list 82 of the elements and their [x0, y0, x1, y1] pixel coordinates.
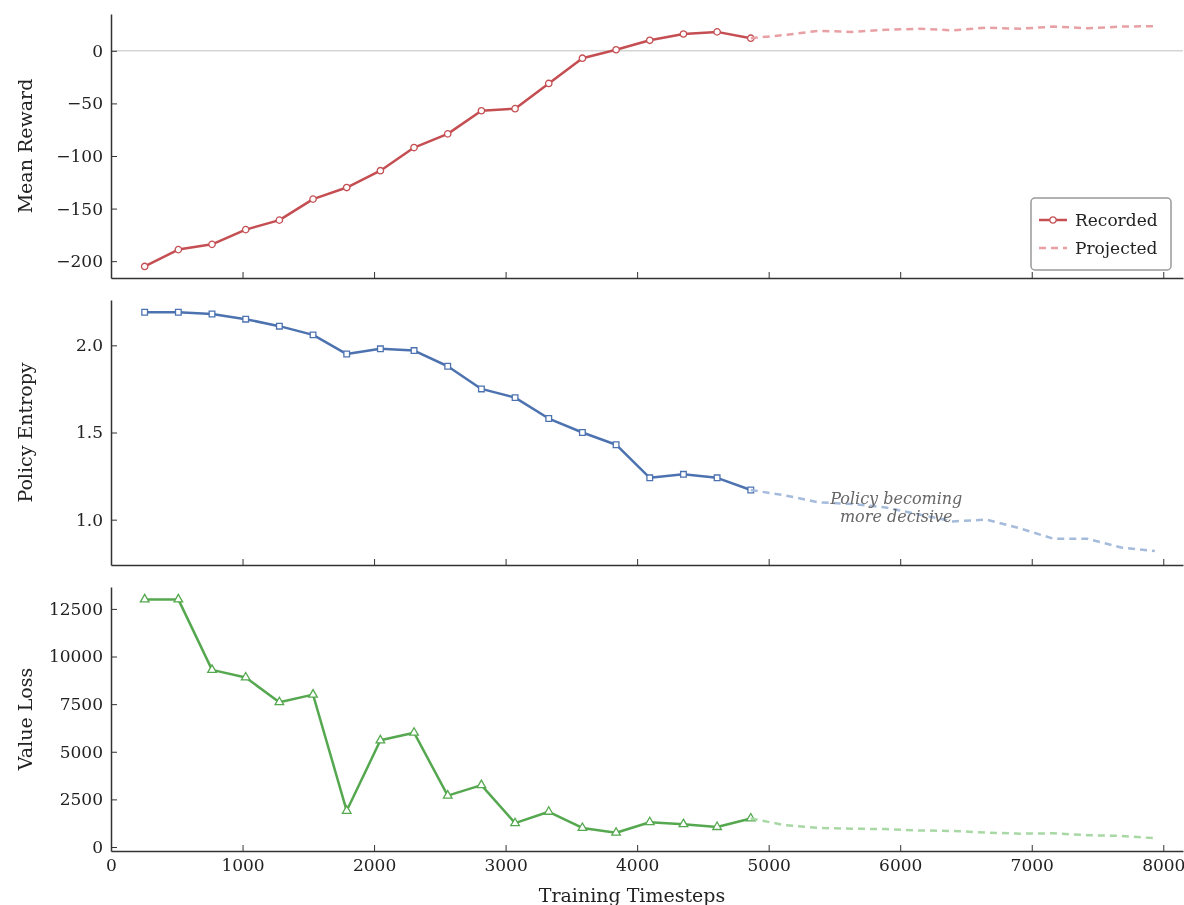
y-tick-label: −100 — [56, 145, 103, 166]
point — [511, 394, 519, 402]
point — [511, 104, 519, 113]
point — [477, 106, 486, 115]
y-tick-label: 2500 — [59, 789, 103, 810]
y-axis-title: Value Loss — [14, 667, 36, 772]
point — [612, 45, 620, 54]
point — [543, 806, 554, 815]
point — [510, 817, 521, 827]
point — [174, 245, 183, 254]
point — [578, 429, 586, 436]
point — [578, 54, 587, 63]
y-axis-title: Mean Reward — [14, 78, 36, 214]
point — [644, 816, 655, 826]
point — [713, 474, 721, 482]
point — [309, 331, 317, 339]
point — [443, 130, 452, 138]
point — [612, 441, 620, 449]
y-axis-title: Policy Entropy — [14, 362, 36, 503]
point — [207, 664, 217, 673]
y-tick-label: 5000 — [59, 741, 103, 762]
point — [309, 195, 317, 203]
x-tick-label: 4000 — [616, 855, 660, 876]
x-tick-label: 0 — [106, 855, 117, 876]
point — [409, 727, 419, 736]
y-tick-label: 1.0 — [75, 509, 103, 530]
point — [442, 789, 453, 799]
point — [646, 474, 654, 482]
point — [713, 28, 721, 36]
y-tick-label: 12500 — [48, 598, 103, 619]
x-tick-label: 7000 — [1010, 855, 1054, 876]
y-tick-label: 2.0 — [75, 335, 103, 356]
point — [544, 79, 553, 88]
point — [343, 350, 351, 358]
point — [611, 827, 622, 836]
y-tick-label: −50 — [67, 93, 103, 114]
point — [444, 362, 452, 370]
line-series — [749, 488, 1157, 553]
point — [240, 671, 251, 681]
x-tick-label: 3000 — [484, 855, 528, 876]
point — [342, 183, 351, 192]
x-tick-label: 8000 — [1142, 855, 1184, 876]
y-tick-label: 0 — [92, 836, 103, 857]
point — [476, 779, 487, 789]
point — [275, 216, 284, 224]
y-tick-label: −150 — [56, 198, 103, 219]
point — [242, 315, 250, 323]
point — [679, 30, 688, 38]
y-tick-label: 7500 — [59, 694, 103, 715]
y-tick-label: 1.5 — [75, 422, 103, 443]
point — [410, 143, 418, 152]
x-tick-label: 2000 — [352, 855, 397, 876]
legend-label: Projected — [1075, 238, 1158, 258]
point — [274, 696, 285, 706]
point — [712, 821, 723, 831]
legend-label: Recorded — [1075, 210, 1158, 230]
point — [545, 415, 553, 423]
point — [208, 240, 216, 249]
point — [341, 805, 352, 814]
point — [477, 385, 485, 393]
y-tick-label: −200 — [56, 251, 103, 272]
y-tick-label: 10000 — [48, 646, 103, 667]
point — [140, 262, 149, 271]
point — [173, 593, 184, 603]
point — [376, 166, 385, 175]
point — [645, 36, 654, 45]
point — [141, 308, 149, 316]
point — [376, 345, 384, 353]
y-tick-label: 0 — [92, 40, 103, 61]
point — [139, 593, 150, 603]
point — [375, 734, 386, 744]
x-tick-label: 6000 — [879, 855, 923, 876]
point — [679, 470, 687, 478]
point — [275, 322, 283, 330]
point — [241, 225, 250, 234]
point — [174, 308, 182, 316]
point — [577, 822, 588, 832]
point — [678, 818, 689, 828]
x-tick-label: 5000 — [747, 855, 791, 876]
point — [410, 347, 418, 355]
x-tick-label: 1000 — [221, 855, 265, 876]
point — [308, 689, 318, 698]
